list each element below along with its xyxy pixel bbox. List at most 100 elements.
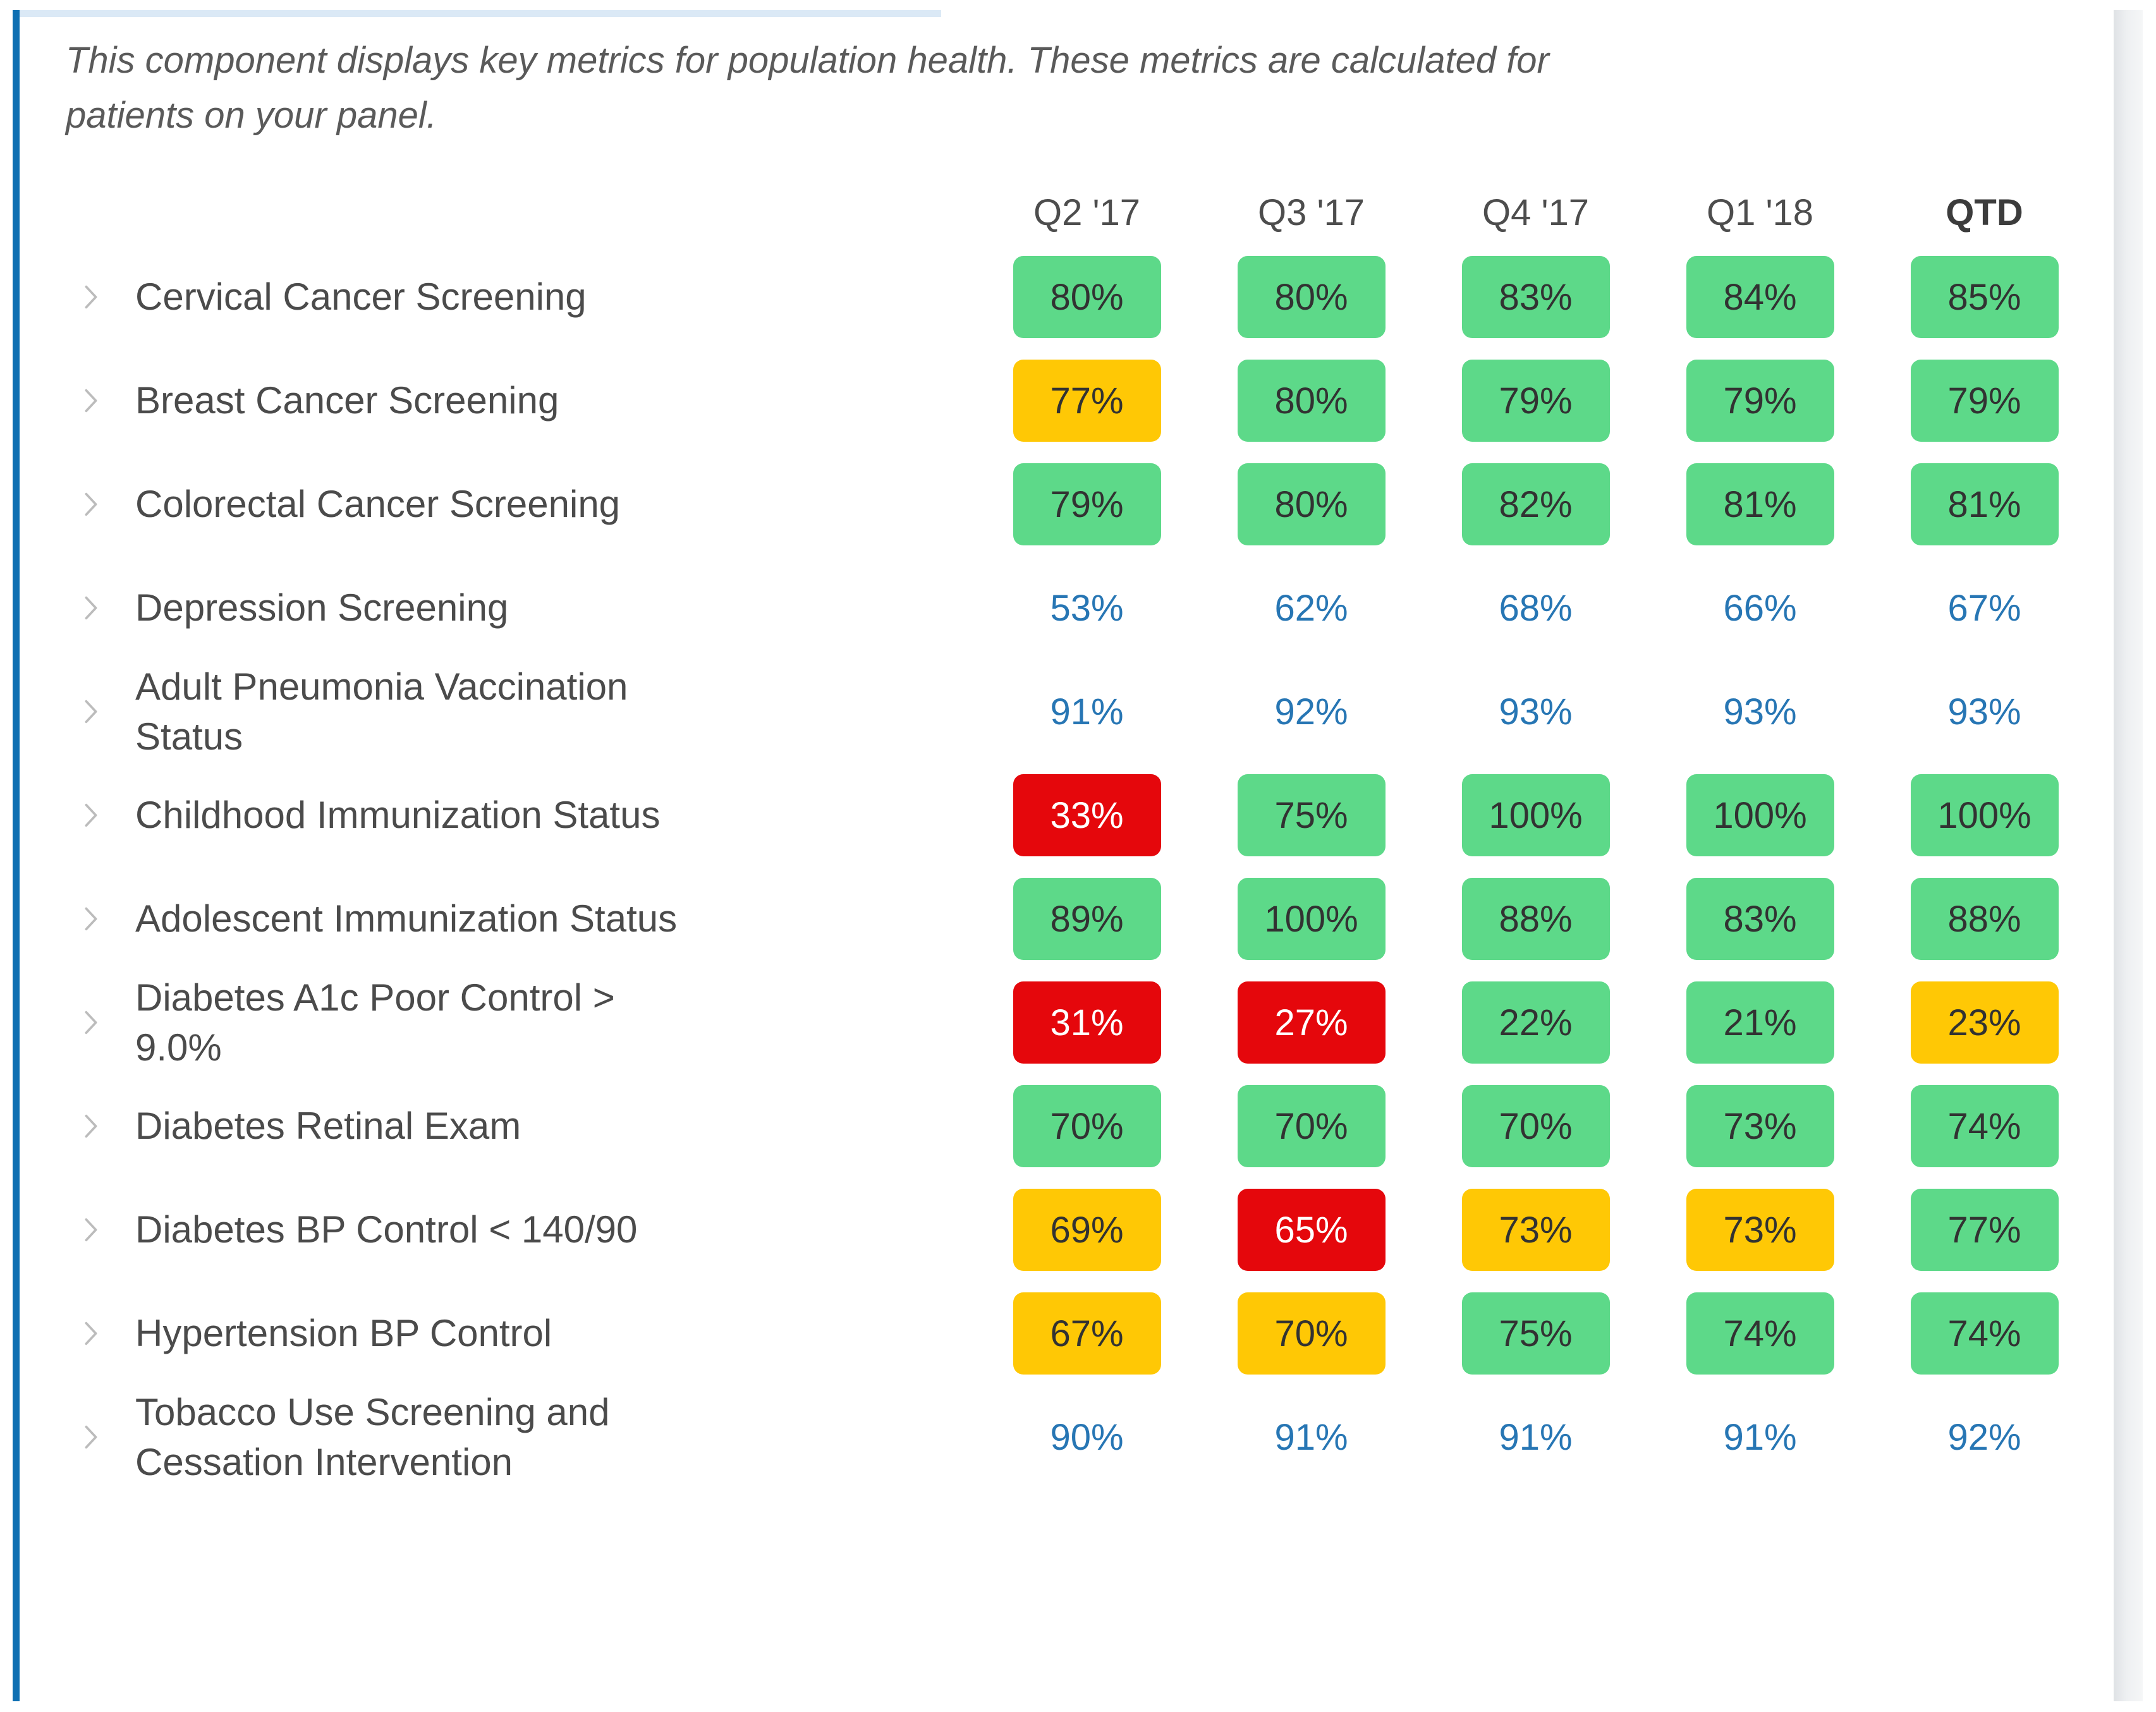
metric-value-badge-yellow: 77% [1013, 360, 1161, 442]
metric-row: Diabetes A1c Poor Control > 9.0% 31% 27% 2… [64, 971, 2112, 1074]
chevron-right-icon[interactable] [75, 1317, 107, 1350]
metric-value-badge-green: 70% [1461, 1085, 1610, 1167]
metric-value-cell: 88% [1872, 878, 2097, 960]
metric-value-badge-green: 84% [1686, 256, 1834, 338]
metric-value-cell: 70% [975, 1085, 1199, 1167]
metric-value-badge-red: 31% [1013, 981, 1161, 1064]
metric-label: Colorectal Cancer Screening [135, 483, 621, 526]
metric-value: 66% [1723, 587, 1797, 629]
metric-value-badge-green: 79% [1910, 360, 2059, 442]
vertical-scrollbar[interactable] [2114, 10, 2143, 1701]
component-description: This component displays key metrics for … [66, 40, 1549, 136]
metric-value-cell: 69% [975, 1189, 1199, 1271]
chevron-right-icon[interactable] [75, 384, 107, 417]
chevron-right-icon[interactable] [75, 281, 107, 313]
metric-value-cell: 81% [1872, 463, 2097, 545]
metric-value-badge-green: 100% [1686, 774, 1834, 856]
metric-value-badge-green: 74% [1910, 1085, 2059, 1167]
metric-label: Cervical Cancer Screening [135, 276, 587, 319]
metric-row: Colorectal Cancer Screening 79% 80% 82% 81%… [64, 452, 2112, 556]
metric-value-cell: 80% [1199, 256, 1423, 338]
column-header-q4-17: Q4 '17 [1482, 191, 1590, 233]
metric-value-badge-red: 33% [1013, 774, 1161, 856]
metric-value-cell: 67% [975, 1292, 1199, 1375]
metric-value-cell: 79% [1648, 360, 1872, 442]
metric-row: Adolescent Immunization Status 89% 100% 88… [64, 867, 2112, 971]
metric-value-cell: 70% [1199, 1085, 1423, 1167]
metric-value-cell: 31% [975, 981, 1199, 1064]
chevron-right-icon[interactable] [75, 1006, 107, 1039]
metric-value-cell: 91% [1199, 1416, 1423, 1459]
metric-label-cell: Colorectal Cancer Screening [64, 479, 975, 529]
metric-value-cell: 91% [1423, 1416, 1648, 1459]
metric-row: Diabetes BP Control < 140/90 69% 65% 73% 73… [64, 1178, 2112, 1282]
metric-value-cell: 73% [1423, 1189, 1648, 1271]
metric-value-cell: 83% [1423, 256, 1648, 338]
metric-value-cell: 90% [975, 1416, 1199, 1459]
metric-label-cell: Hypertension BP Control [64, 1308, 975, 1358]
metric-value-cell: 70% [1423, 1085, 1648, 1167]
metric-value-cell: 74% [1872, 1085, 2097, 1167]
metric-row: Cervical Cancer Screening 80% 80% 83% 84% 85… [64, 245, 2112, 349]
column-header-q1-18: Q1 '18 [1706, 191, 1814, 233]
metric-value: 93% [1499, 691, 1573, 732]
metric-value-cell: 100% [1199, 878, 1423, 960]
metric-label: Diabetes A1c Poor Control > 9.0% [135, 976, 615, 1069]
metric-value-badge-green: 83% [1686, 878, 1834, 960]
metric-value-cell: 79% [975, 463, 1199, 545]
metric-value-badge-green: 21% [1686, 981, 1834, 1064]
chevron-right-icon[interactable] [75, 488, 107, 521]
metric-value-badge-green: 80% [1237, 463, 1386, 545]
metric-value-badge-green: 88% [1910, 878, 2059, 960]
metric-value-cell: 67% [1872, 587, 2097, 629]
metric-value-cell: 100% [1648, 774, 1872, 856]
metric-value-cell: 21% [1648, 981, 1872, 1064]
metric-value-cell: 85% [1872, 256, 2097, 338]
metric-value-badge-red: 27% [1237, 981, 1386, 1064]
metric-value: 91% [1723, 1416, 1797, 1458]
metric-value-cell: 79% [1872, 360, 2097, 442]
metric-label-cell: Adult Pneumonia Vaccination Status [64, 662, 975, 762]
metric-label-cell: Diabetes Retinal Exam [64, 1101, 975, 1151]
metric-value-cell: 80% [1199, 463, 1423, 545]
metric-label-cell: Cervical Cancer Screening [64, 272, 975, 322]
metric-value-badge-green: 79% [1461, 360, 1610, 442]
chevron-right-icon[interactable] [75, 1110, 107, 1143]
left-accent-bar [13, 10, 20, 1701]
chevron-right-icon[interactable] [75, 592, 107, 624]
metric-value-badge-yellow: 69% [1013, 1189, 1161, 1271]
metric-value-badge-green: 74% [1686, 1292, 1834, 1375]
metric-value-cell: 74% [1872, 1292, 2097, 1375]
metric-label-cell: Tobacco Use Screening and Cessation Inte… [64, 1387, 975, 1487]
metric-row: Breast Cancer Screening 77% 80% 79% 79% 79% [64, 349, 2112, 452]
metric-label: Adolescent Immunization Status [135, 897, 678, 940]
chevron-right-icon[interactable] [75, 799, 107, 832]
metric-value-cell: 81% [1648, 463, 1872, 545]
chevron-right-icon[interactable] [75, 1421, 107, 1454]
metric-value-badge-yellow: 73% [1461, 1189, 1610, 1271]
metric-value-badge-green: 79% [1013, 463, 1161, 545]
metric-value-badge-green: 73% [1686, 1085, 1834, 1167]
metric-value-cell: 22% [1423, 981, 1648, 1064]
metric-row: Childhood Immunization Status 33% 75% 100%… [64, 763, 2112, 867]
metric-label: Diabetes BP Control < 140/90 [135, 1208, 638, 1251]
metric-value-cell: 70% [1199, 1292, 1423, 1375]
metric-value-cell: 77% [975, 360, 1199, 442]
metric-value-badge-green: 22% [1461, 981, 1610, 1064]
metric-value-badge-yellow: 70% [1237, 1292, 1386, 1375]
metric-value-badge-green: 75% [1461, 1292, 1610, 1375]
metric-value-badge-green: 100% [1910, 774, 2059, 856]
metric-row: Diabetes Retinal Exam 70% 70% 70% 73% 74% [64, 1074, 2112, 1178]
chevron-right-icon[interactable] [75, 902, 107, 935]
chevron-right-icon[interactable] [75, 695, 107, 728]
metric-value: 91% [1050, 691, 1124, 732]
table-header-row: Q2 '17 Q3 '17 Q4 '17 Q1 '18 QTD [64, 179, 2112, 245]
metric-value-badge-yellow: 73% [1686, 1189, 1834, 1271]
metric-value: 62% [1274, 587, 1348, 629]
metric-value-cell: 73% [1648, 1085, 1872, 1167]
metric-value-cell: 73% [1648, 1189, 1872, 1271]
column-header-q3-17: Q3 '17 [1257, 191, 1365, 233]
component-content: This component displays key metrics for … [64, 0, 2112, 1489]
chevron-right-icon[interactable] [75, 1213, 107, 1246]
metric-value-badge-green: 81% [1910, 463, 2059, 545]
